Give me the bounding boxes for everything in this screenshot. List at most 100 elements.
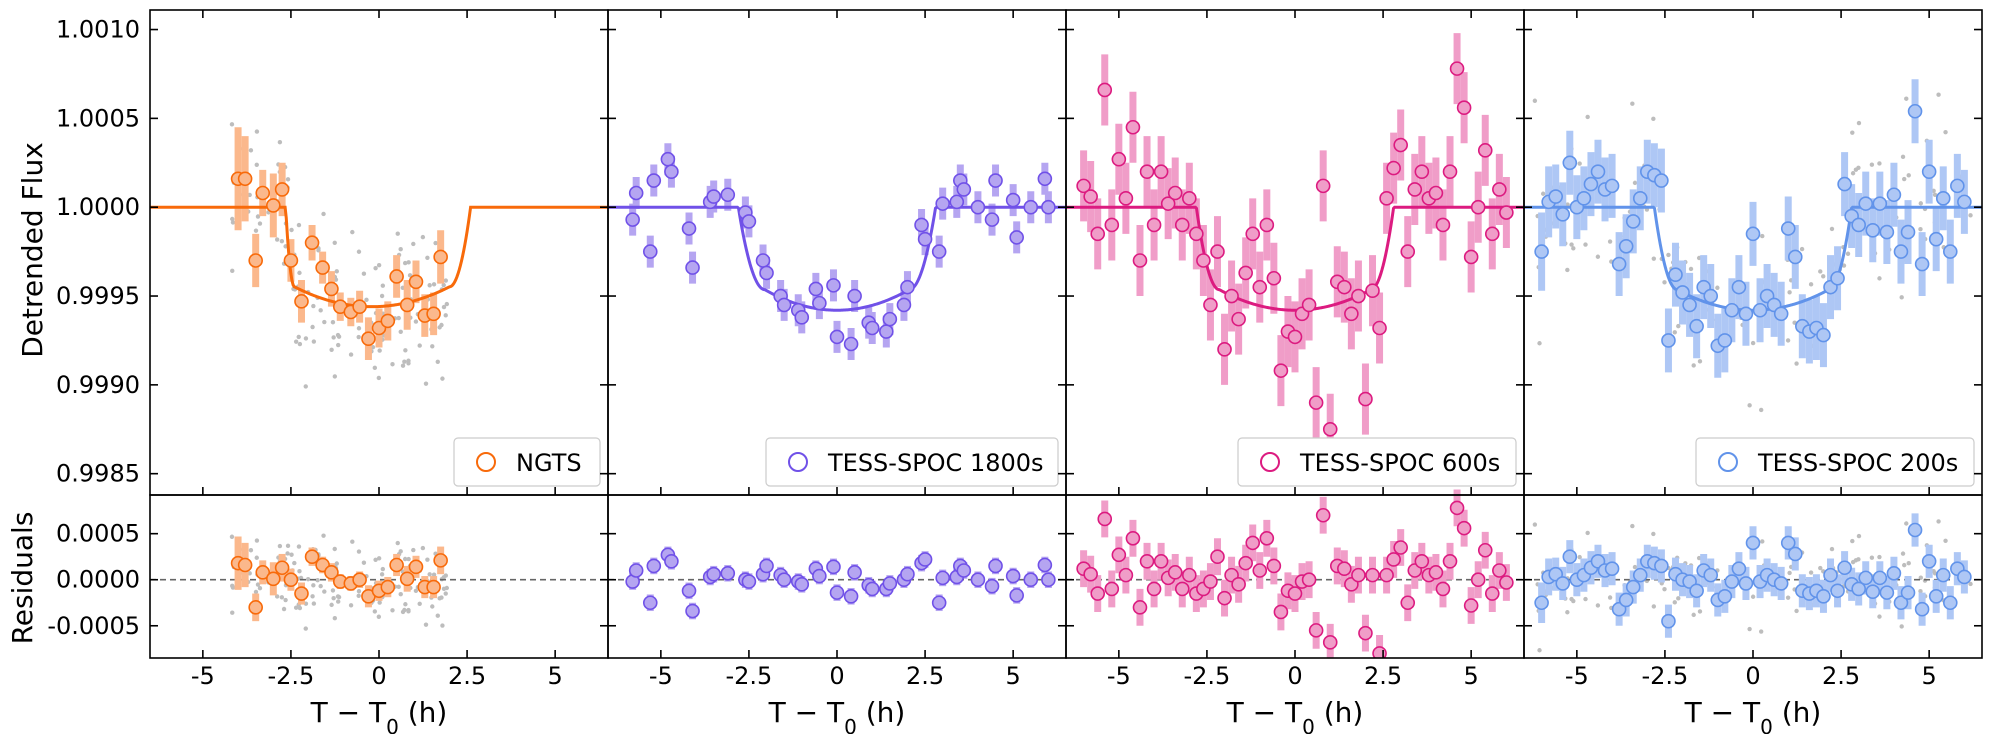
y-tick-label: -0.0005 — [47, 612, 140, 640]
binned-point — [642, 244, 658, 259]
residual-point — [1499, 575, 1514, 590]
raw-point — [1877, 276, 1882, 281]
binned-point — [1654, 173, 1669, 188]
residual-point — [1442, 554, 1458, 569]
legend-panel-1: NGTS — [453, 437, 601, 487]
binned-point — [1752, 302, 1768, 318]
raw-residual-point — [403, 602, 408, 607]
residual-point — [248, 600, 263, 615]
raw-point — [297, 270, 302, 276]
raw-residual-point — [336, 599, 341, 604]
binned-point — [237, 171, 253, 187]
y-axis-title-residuals: Residuals — [6, 512, 39, 645]
labels-layer: Detrended Flux Residuals T − T0 (h) T − T… — [6, 142, 1821, 734]
binned-point — [1449, 61, 1465, 76]
binned-point — [914, 217, 929, 233]
raw-point — [279, 238, 285, 244]
residual-point — [1322, 635, 1338, 650]
binned-point — [304, 235, 320, 251]
binned-point — [984, 212, 1000, 227]
residual-point — [984, 578, 1000, 594]
residual-point — [1731, 561, 1747, 576]
binned-point — [1210, 244, 1225, 259]
binned-point — [266, 198, 281, 213]
panels-layer — [150, 33, 1982, 658]
raw-residual-point — [1595, 603, 1601, 608]
residual-point — [1851, 581, 1866, 597]
raw-residual-point — [230, 610, 235, 615]
binned-point — [361, 331, 376, 346]
x-axis-title: T − T0 (h) — [1226, 696, 1364, 734]
residual-point — [1618, 592, 1634, 608]
binned-point — [1682, 297, 1697, 313]
binned-point — [1724, 302, 1740, 318]
raw-point — [1747, 403, 1752, 408]
legend-panel-3: TESS-SPOC 600s — [1237, 437, 1517, 487]
y-tick-label: 1.0000 — [56, 193, 140, 221]
binned-point — [1611, 256, 1627, 272]
binned-point — [1837, 176, 1852, 192]
raw-residual-point — [443, 591, 448, 596]
binned-point — [1625, 214, 1641, 229]
binned-point — [1851, 217, 1866, 233]
binned-point — [1358, 391, 1373, 407]
binned-point — [664, 164, 679, 179]
y-tick-label: 0.9995 — [56, 282, 140, 310]
raw-point — [402, 359, 407, 364]
binned-point — [1407, 182, 1423, 197]
raw-residual-point — [1899, 624, 1904, 629]
binned-point — [1153, 164, 1169, 179]
binned-point — [1174, 217, 1190, 233]
raw-point — [1666, 252, 1671, 258]
residual-point — [1816, 588, 1831, 604]
y-axis-title-flux: Detrended Flux — [16, 142, 49, 358]
residual-point — [1393, 540, 1408, 555]
residual-point — [237, 557, 253, 573]
raw-residual-point — [310, 594, 315, 599]
residual-point — [1703, 567, 1719, 583]
raw-point — [390, 362, 395, 367]
binned-point — [812, 295, 827, 311]
raw-point — [441, 304, 447, 310]
raw-residual-point — [1918, 575, 1924, 580]
binned-point — [1492, 182, 1507, 197]
raw-point — [372, 365, 378, 371]
residual-point — [1604, 561, 1620, 576]
raw-residual-point — [395, 540, 400, 546]
raw-residual-point — [1818, 565, 1823, 571]
binned-point — [1907, 103, 1923, 119]
x-tick-label: -2.5 — [1184, 662, 1231, 690]
residual-point — [1337, 561, 1352, 576]
legend-marker — [1718, 452, 1738, 472]
raw-residual-point — [356, 589, 362, 594]
x-tick-label: -5 — [1565, 662, 1589, 690]
raw-residual-point — [1904, 521, 1909, 526]
binned-point — [1442, 164, 1458, 179]
residual-point — [1301, 572, 1317, 588]
raw-point — [1794, 361, 1799, 366]
binned-point — [1576, 191, 1592, 206]
raw-residual-point — [1968, 581, 1973, 587]
binned-point — [1146, 217, 1162, 233]
legend-marker — [788, 452, 808, 472]
residual-point — [829, 585, 845, 600]
raw-point — [322, 319, 327, 325]
residual-point — [1449, 500, 1465, 516]
residual-point — [1023, 572, 1039, 588]
residual-point — [1907, 522, 1923, 538]
raw-point — [254, 162, 259, 167]
binned-point — [1365, 283, 1380, 299]
raw-residual-point — [411, 547, 416, 553]
residual-point — [1379, 567, 1394, 583]
residual-point — [1182, 567, 1197, 583]
binned-point — [1217, 342, 1232, 357]
binned-point — [681, 221, 697, 236]
binned-point — [625, 212, 640, 227]
raw-point — [1750, 340, 1756, 346]
residual-point — [1724, 574, 1740, 589]
binned-point — [1245, 226, 1261, 242]
residual-point — [1661, 613, 1676, 629]
raw-residual-point — [398, 591, 403, 597]
residual-point — [1139, 554, 1155, 569]
panel-2 — [608, 143, 1066, 620]
